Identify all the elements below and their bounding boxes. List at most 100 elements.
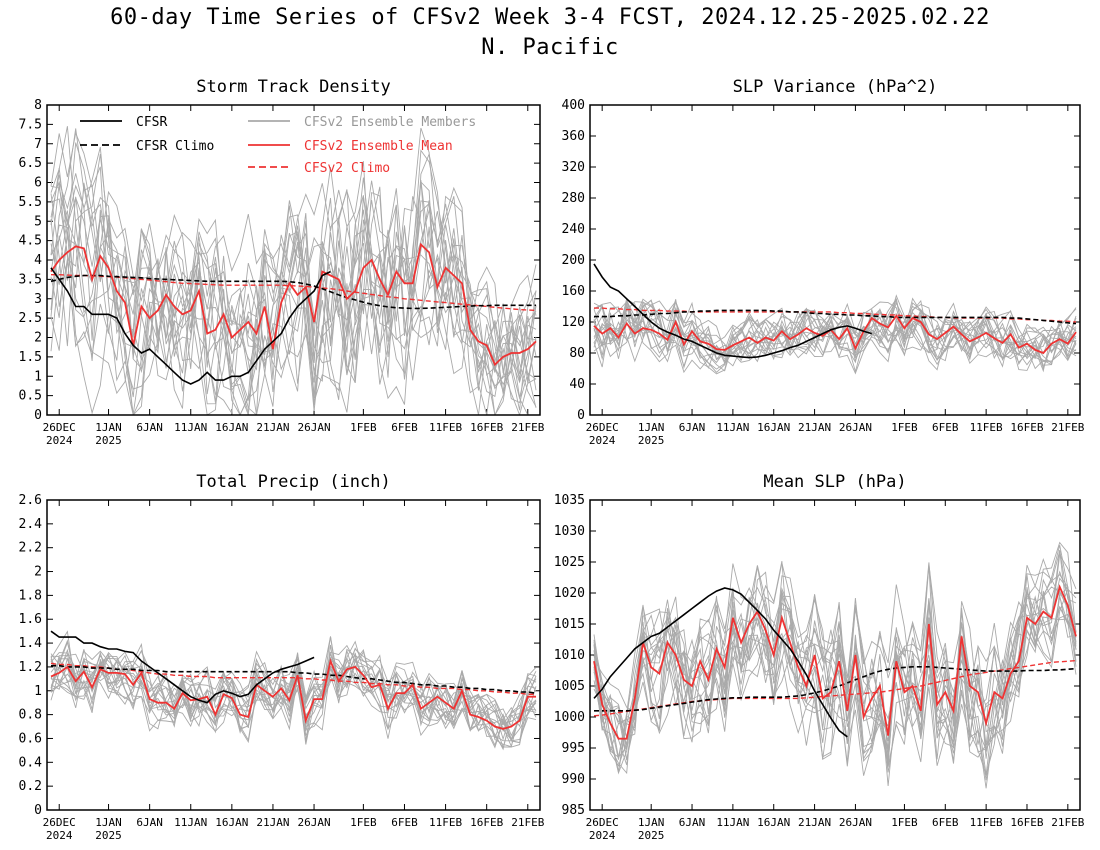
- y-tick-label-storm-track-density: 7.5: [19, 117, 42, 132]
- y-tick-label-mean-slp: 1030: [554, 524, 585, 539]
- ensemble-member-line: [50, 154, 537, 415]
- x-tick-label-mean-slp: 16FEB: [1010, 816, 1043, 829]
- x-tick-label-mean-slp: 26DEC: [586, 816, 619, 829]
- x-tick-label-total-precip: 6JAN: [136, 816, 163, 829]
- plot-frame-storm-track-density: [46, 104, 541, 416]
- legend: CFSR CFSR Climo CFSv2 Ensemble Members CFSv…: [80, 115, 476, 176]
- x-tick-label-storm-track-density: 16FEB: [470, 421, 503, 434]
- y-tick-label-total-precip: 2: [34, 565, 42, 580]
- ensemble-member-line: [50, 131, 537, 399]
- x-tick-label-storm-track-density: 26JAN: [297, 421, 330, 434]
- ensemble-member-line: [593, 550, 1077, 767]
- x-tick-label-slp-variance: 26JAN: [839, 421, 872, 434]
- x-tick-label-storm-track-density: 11JAN: [174, 421, 207, 434]
- ensemble-mean-line-storm-track-density: [50, 242, 537, 367]
- ensemble-member-line: [50, 142, 537, 397]
- ensemble-mean-line-slp-variance: [593, 314, 1077, 355]
- x-tick-label-mean-slp: 11FEB: [970, 816, 1003, 829]
- x-tick-label-mean-slp: 11JAN: [716, 816, 749, 829]
- y-tick-label-storm-track-density: 3.5: [19, 272, 42, 287]
- cfsr-line-storm-track-density: [50, 267, 331, 385]
- y-tick-label-storm-track-density: 1.5: [19, 350, 42, 365]
- x-tick-year-mean-slp: 2024: [589, 829, 616, 842]
- x-tick-label-storm-track-density: 1JAN: [95, 421, 122, 434]
- x-tick-label-storm-track-density: 26DEC: [43, 421, 76, 434]
- ensemble-member-line: [593, 586, 1077, 766]
- y-tick-label-storm-track-density: 3: [34, 292, 42, 307]
- x-tick-label-mean-slp: 6JAN: [679, 816, 706, 829]
- ensemble-member-line: [593, 297, 1077, 363]
- x-tick-label-slp-variance: 1JAN: [638, 421, 665, 434]
- x-tick-label-mean-slp: 26JAN: [839, 816, 872, 829]
- y-tick-label-slp-variance: 0: [577, 408, 585, 423]
- x-tick-label-mean-slp: 16JAN: [757, 816, 790, 829]
- cfsr-line-total-precip: [50, 630, 315, 704]
- panel-storm-track-density: Storm Track Density 0 0.5 1 1.5 2 2.5 3 3.5 4 4.5 5…: [19, 77, 545, 447]
- y-tick-label-total-precip: 1.2: [19, 660, 42, 675]
- x-tick-label-slp-variance: 11JAN: [716, 421, 749, 434]
- ensemble-member-line: [50, 146, 537, 415]
- x-tick-label-total-precip: 11FEB: [429, 816, 462, 829]
- y-tick-label-storm-track-density: 6.5: [19, 156, 42, 171]
- y-tick-label-storm-track-density: 2.5: [19, 311, 42, 326]
- x-tick-label-total-precip: 16JAN: [215, 816, 248, 829]
- plot-area-storm-track-density: [50, 126, 537, 415]
- cfsr-climo-line-storm-track-density: [50, 274, 536, 310]
- x-tick-label-total-precip: 1JAN: [95, 816, 122, 829]
- x-tick-label-storm-track-density: 6FEB: [391, 421, 418, 434]
- figure-title: 60-day Time Series of CFSv2 Week 3-4 FCS…: [110, 5, 990, 30]
- ensemble-member-line: [50, 180, 537, 390]
- x-tick-year-total-precip: 2025: [95, 829, 122, 842]
- ensemble-member-line: [593, 541, 1077, 772]
- x-tick-label-total-precip: 21JAN: [256, 816, 289, 829]
- ensemble-member-line: [50, 196, 537, 415]
- y-tick-label-total-precip: 1.6: [19, 612, 42, 627]
- legend-cfsr-climo-label: CFSR Climo: [136, 139, 214, 154]
- plot-frame-total-precip: [46, 499, 541, 811]
- y-tick-label-slp-variance: 240: [562, 222, 585, 237]
- x-tick-label-mean-slp: 1JAN: [638, 816, 665, 829]
- x-tick-label-storm-track-density: 1FEB: [350, 421, 377, 434]
- panel-title-mean-slp: Mean SLP (hPa): [763, 472, 906, 492]
- x-tick-label-storm-track-density: 21FEB: [511, 421, 544, 434]
- cfsr-climo-line-mean-slp: [594, 665, 1077, 712]
- y-tick-label-mean-slp: 985: [562, 803, 585, 818]
- x-tick-label-total-precip: 1FEB: [350, 816, 377, 829]
- ensemble-member-line: [593, 549, 1077, 777]
- plot-frame-slp-variance: [589, 104, 1081, 416]
- ensemble-member-line: [593, 595, 1077, 773]
- x-tick-label-storm-track-density: 11FEB: [429, 421, 462, 434]
- ensemble-member-line: [593, 544, 1077, 775]
- ensemble-member-line: [50, 653, 537, 741]
- x-tick-label-slp-variance: 11FEB: [970, 421, 1003, 434]
- x-tick-label-slp-variance: 21FEB: [1051, 421, 1084, 434]
- y-tick-label-mean-slp: 990: [562, 772, 585, 787]
- y-tick-label-total-precip: 0.8: [19, 708, 42, 723]
- x-tick-label-mean-slp: 21JAN: [798, 816, 831, 829]
- x-tick-year-storm-track-density: 2024: [46, 434, 73, 447]
- y-tick-label-storm-track-density: 6: [34, 176, 42, 191]
- legend-mean-label: CFSv2 Ensemble Mean: [304, 139, 453, 154]
- y-tick-label-total-precip: 0.4: [19, 755, 43, 770]
- x-tick-label-slp-variance: 16JAN: [757, 421, 790, 434]
- y-tick-label-total-precip: 2.2: [19, 541, 42, 556]
- ensemble-member-line: [50, 200, 537, 415]
- x-tick-label-mean-slp: 6FEB: [932, 816, 959, 829]
- ensemble-member-line: [50, 167, 537, 415]
- y-tick-label-total-precip: 0: [34, 803, 42, 818]
- x-tick-label-mean-slp: 21FEB: [1051, 816, 1084, 829]
- cfsv2-climo-line-total-precip: [50, 662, 536, 695]
- x-tick-label-storm-track-density: 21JAN: [256, 421, 289, 434]
- ensemble-member-line: [50, 651, 537, 749]
- x-tick-label-total-precip: 26DEC: [43, 816, 76, 829]
- plot-area-slp-variance: [593, 263, 1077, 375]
- x-tick-label-slp-variance: 6JAN: [679, 421, 706, 434]
- y-tick-label-total-precip: 1.4: [19, 636, 43, 651]
- y-tick-label-total-precip: 0.2: [19, 779, 42, 794]
- y-tick-label-storm-track-density: 4: [34, 253, 42, 268]
- y-tick-label-slp-variance: 200: [562, 253, 585, 268]
- y-tick-label-slp-variance: 120: [562, 315, 585, 330]
- ensemble-member-line: [50, 648, 537, 742]
- cfsv2-climo-line-storm-track-density: [51, 274, 537, 312]
